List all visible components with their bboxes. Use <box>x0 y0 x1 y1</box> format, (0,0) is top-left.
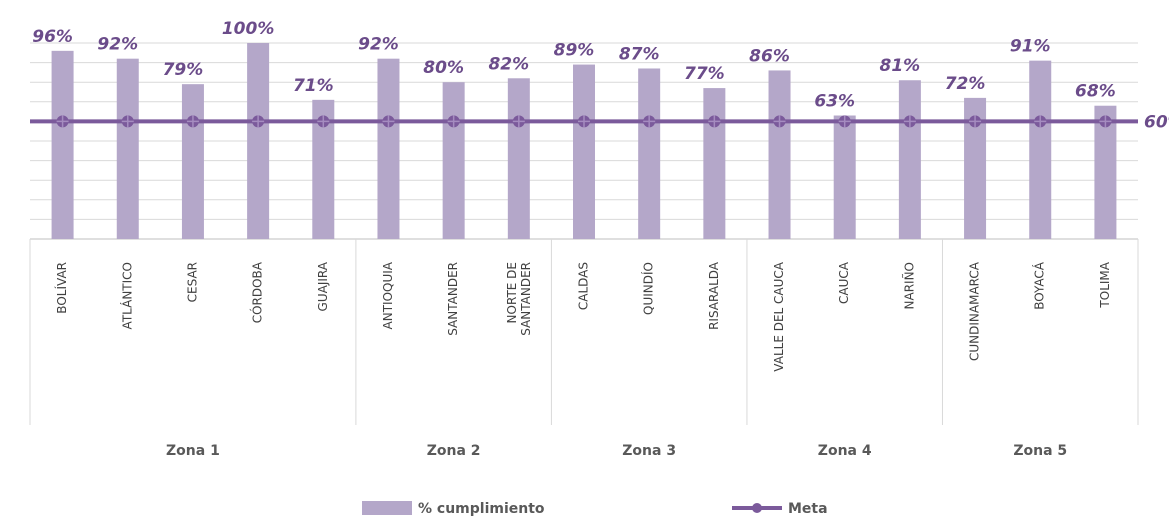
group-label: Zona 3 <box>622 443 676 459</box>
meta-marker <box>708 115 721 128</box>
marker-plus <box>838 115 851 128</box>
x-tick-label: CALDAS <box>577 262 591 310</box>
x-tick-label: BOYACÁ <box>1032 261 1047 310</box>
meta-marker <box>447 115 460 128</box>
data-label: 86% <box>749 46 790 66</box>
marker-plus <box>317 115 330 128</box>
group-label: Zona 5 <box>1013 443 1067 459</box>
x-tick-label: ATLÁNTICO <box>119 262 134 329</box>
bar <box>51 50 74 240</box>
legend-marker <box>752 503 762 513</box>
bar <box>573 64 595 239</box>
bar <box>116 58 139 240</box>
x-tick-label: CESAR <box>185 262 199 302</box>
bar <box>181 84 204 239</box>
bar <box>377 58 400 240</box>
bar <box>768 70 791 239</box>
bar <box>312 99 335 239</box>
meta-marker <box>252 115 265 128</box>
bar <box>964 97 987 239</box>
group-label: Zona 1 <box>166 443 220 459</box>
bar <box>703 88 726 239</box>
marker-plus <box>56 115 69 128</box>
data-label: 80% <box>423 58 464 78</box>
x-tick-label: CUNDINAMARCA <box>968 261 982 361</box>
meta-marker <box>838 115 851 128</box>
marker-plus <box>1099 115 1112 128</box>
legend-label: % cumplimiento <box>418 501 545 517</box>
meta-marker <box>1034 115 1047 128</box>
marker-plus <box>903 115 916 128</box>
x-tick-label: CÓRDOBA <box>250 261 265 323</box>
data-label: 92% <box>97 35 138 55</box>
bar <box>442 82 465 239</box>
x-tick-label: NARIÑO <box>901 262 916 309</box>
data-label: 81% <box>880 56 921 76</box>
legend-swatch <box>362 501 412 515</box>
bar <box>833 115 856 239</box>
data-label: 68% <box>1075 82 1116 102</box>
data-label: 72% <box>945 74 986 94</box>
bar <box>1029 60 1052 239</box>
marker-plus <box>121 115 134 128</box>
data-label: 63% <box>814 92 855 112</box>
group-label: Zona 4 <box>818 443 872 459</box>
marker-plus <box>382 115 395 128</box>
data-label: 79% <box>163 60 204 80</box>
marker-plus <box>447 115 460 128</box>
meta-label: 60% <box>1144 112 1169 132</box>
bar <box>247 43 270 239</box>
bar <box>898 80 921 240</box>
marker-plus <box>708 115 721 128</box>
data-label: 91% <box>1010 37 1051 57</box>
marker-plus <box>1034 115 1047 128</box>
x-tick-label: NORTE DESANTANDER <box>504 262 532 336</box>
data-label: 87% <box>619 44 660 64</box>
meta-marker <box>643 115 656 128</box>
meta-marker <box>317 115 330 128</box>
meta-marker <box>969 115 982 128</box>
bar <box>507 78 530 239</box>
legend-label: Meta <box>788 501 828 517</box>
data-label: 71% <box>293 76 334 96</box>
data-label: 82% <box>488 54 529 74</box>
data-label: 96% <box>32 27 73 47</box>
meta-marker <box>382 115 395 128</box>
meta-marker <box>121 115 134 128</box>
marker-plus <box>252 115 265 128</box>
x-tick-label: QUINDÍO <box>641 262 656 315</box>
meta-marker <box>773 115 786 128</box>
meta-marker <box>512 115 525 128</box>
meta-marker <box>903 115 916 128</box>
x-tick-label: ANTIOQUIA <box>381 261 395 329</box>
data-label: 100% <box>222 19 275 39</box>
meta-marker <box>578 115 590 128</box>
x-tick-label: BOLÍVAR <box>54 262 69 314</box>
marker-plus <box>512 115 525 128</box>
marker-plus <box>773 115 786 128</box>
meta-marker <box>1099 115 1112 128</box>
marker-plus <box>578 115 590 128</box>
x-tick-label: CAUCA <box>837 261 851 304</box>
x-tick-label: VALLE DEL CAUCA <box>772 261 786 371</box>
data-label: 77% <box>684 64 725 84</box>
bar <box>1094 105 1117 239</box>
marker-plus <box>969 115 982 128</box>
x-tick-label: TOLIMA <box>1098 261 1112 308</box>
x-tick-label: SANTANDER <box>446 262 460 336</box>
data-label: 92% <box>358 35 399 55</box>
data-label: 89% <box>554 41 595 61</box>
x-tick-label: GUAJIRA <box>316 261 330 311</box>
x-tick-label: RISARALDA <box>707 261 721 330</box>
bar <box>638 68 661 239</box>
meta-marker <box>56 115 69 128</box>
marker-plus <box>186 115 199 128</box>
meta-marker <box>186 115 199 128</box>
group-label: Zona 2 <box>427 443 481 459</box>
marker-plus <box>643 115 656 128</box>
